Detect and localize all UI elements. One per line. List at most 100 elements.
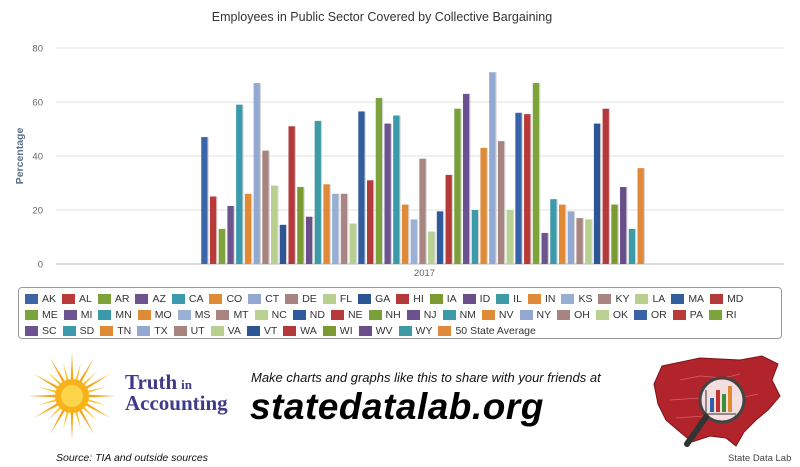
legend-item-me[interactable]: ME bbox=[25, 307, 58, 322]
legend-item-de[interactable]: DE bbox=[285, 291, 317, 306]
legend-item-ma[interactable]: MA bbox=[671, 291, 704, 306]
bar-az[interactable] bbox=[227, 205, 234, 264]
legend-item-ky[interactable]: KY bbox=[598, 291, 629, 306]
legend-item-al[interactable]: AL bbox=[62, 291, 92, 306]
bar-la[interactable] bbox=[349, 223, 356, 265]
legend-item-il[interactable]: IL bbox=[496, 291, 522, 306]
bar-wv[interactable] bbox=[620, 187, 627, 264]
bar-me[interactable] bbox=[375, 97, 383, 264]
legend-item-mi[interactable]: MI bbox=[63, 307, 92, 322]
legend-item-ak[interactable]: AK bbox=[25, 291, 56, 306]
bar-pa[interactable] bbox=[524, 114, 531, 265]
bar-wi[interactable] bbox=[611, 204, 618, 264]
legend-item-tx[interactable]: TX bbox=[137, 323, 168, 338]
bar-al[interactable] bbox=[209, 196, 217, 265]
legend-item-mn[interactable]: MN bbox=[98, 307, 132, 322]
bar-ia[interactable] bbox=[297, 187, 304, 264]
bar-nc[interactable] bbox=[428, 231, 435, 264]
bar-ne[interactable] bbox=[445, 174, 452, 264]
legend-item-wi[interactable]: WI bbox=[322, 323, 353, 338]
bar-sd[interactable] bbox=[550, 199, 557, 264]
bar-va[interactable] bbox=[585, 219, 592, 264]
bar-fl[interactable] bbox=[271, 185, 278, 264]
bar-ok[interactable] bbox=[506, 210, 513, 264]
legend-item-ny[interactable]: NY bbox=[519, 307, 551, 322]
legend-item-mo[interactable]: MO bbox=[137, 307, 172, 322]
bar-wy[interactable] bbox=[628, 228, 636, 264]
bar-ma[interactable] bbox=[358, 111, 365, 264]
legend-item-sc[interactable]: SC bbox=[25, 323, 57, 338]
bar-wa[interactable] bbox=[602, 108, 609, 264]
legend-item-pa[interactable]: PA bbox=[672, 307, 703, 322]
legend-item-ri[interactable]: RI bbox=[709, 307, 737, 322]
legend-item-ca[interactable]: CA bbox=[171, 291, 203, 306]
legend-item-wv[interactable]: WV bbox=[358, 323, 393, 338]
legend-item-nv[interactable]: NV bbox=[481, 307, 514, 322]
legend-item-nd[interactable]: ND bbox=[292, 307, 325, 322]
bar-id[interactable] bbox=[305, 216, 313, 264]
legend-item-la[interactable]: LA bbox=[635, 291, 665, 306]
legend-item-vt[interactable]: VT bbox=[246, 323, 277, 338]
legend-item-ks[interactable]: KS bbox=[561, 291, 592, 306]
legend-item-az[interactable]: AZ bbox=[135, 291, 166, 306]
legend-item-sd[interactable]: SD bbox=[62, 323, 94, 338]
bar-ri[interactable] bbox=[532, 83, 540, 264]
bar-ky[interactable] bbox=[340, 193, 348, 264]
bar-nv[interactable] bbox=[480, 147, 487, 264]
bar-mt[interactable] bbox=[419, 158, 426, 264]
bar-de[interactable] bbox=[262, 150, 269, 264]
bar-mi[interactable] bbox=[384, 123, 391, 264]
legend-item-oh[interactable]: OH bbox=[557, 307, 590, 322]
bar-ct[interactable] bbox=[253, 83, 260, 264]
bar-sc[interactable] bbox=[541, 232, 548, 264]
bar-ca[interactable] bbox=[236, 104, 243, 264]
legend-item-md[interactable]: MD bbox=[710, 291, 743, 306]
bar-ks[interactable] bbox=[332, 193, 339, 264]
bar-nh[interactable] bbox=[454, 108, 461, 264]
bar-ak[interactable] bbox=[201, 137, 208, 264]
legend-item-nj[interactable]: NJ bbox=[406, 307, 437, 322]
legend-item-hi[interactable]: HI bbox=[396, 291, 424, 306]
legend-item-id[interactable]: ID bbox=[462, 291, 490, 306]
legend-item-ut[interactable]: UT bbox=[173, 323, 205, 338]
bar-hi[interactable] bbox=[288, 126, 295, 264]
bar-nj[interactable] bbox=[462, 93, 470, 265]
legend-item-ms[interactable]: MS bbox=[177, 307, 210, 322]
bar-md[interactable] bbox=[367, 180, 374, 264]
legend-item-nm[interactable]: NM bbox=[442, 307, 476, 322]
legend-item-ok[interactable]: OK bbox=[595, 307, 628, 322]
bar-vt[interactable] bbox=[593, 123, 601, 264]
legend-item-co[interactable]: CO bbox=[209, 291, 242, 306]
bar-co[interactable] bbox=[244, 193, 252, 264]
legend-item-fl[interactable]: FL bbox=[322, 291, 352, 306]
legend-item-wa[interactable]: WA bbox=[283, 323, 317, 338]
legend-item-in[interactable]: IN bbox=[527, 291, 555, 306]
bar-oh[interactable] bbox=[497, 141, 505, 264]
legend-item-ct[interactable]: CT bbox=[248, 291, 279, 306]
bar-ny[interactable] bbox=[489, 72, 496, 264]
site-url[interactable]: statedatalab.org bbox=[250, 386, 544, 427]
bar-50-state-average[interactable] bbox=[637, 168, 644, 264]
bar-mn[interactable] bbox=[393, 115, 400, 265]
bar-tx[interactable] bbox=[567, 211, 574, 264]
bar-or[interactable] bbox=[515, 112, 522, 264]
bar-in[interactable] bbox=[323, 184, 330, 264]
bar-ut[interactable] bbox=[576, 218, 583, 264]
legend-item-va[interactable]: VA bbox=[210, 323, 241, 338]
bar-tn[interactable] bbox=[558, 204, 566, 264]
bar-mo[interactable] bbox=[401, 204, 409, 264]
legend-item-ne[interactable]: NE bbox=[330, 307, 363, 322]
bar-ar[interactable] bbox=[218, 228, 225, 264]
bar-nm[interactable] bbox=[471, 210, 478, 264]
legend-item-50-state-average[interactable]: 50 State Average bbox=[438, 323, 536, 338]
legend-item-ga[interactable]: GA bbox=[358, 291, 390, 306]
bar-nd[interactable] bbox=[436, 211, 444, 264]
legend-item-mt[interactable]: MT bbox=[216, 307, 249, 322]
legend-item-ar[interactable]: AR bbox=[97, 291, 129, 306]
bar-il[interactable] bbox=[314, 120, 321, 265]
legend-item-wy[interactable]: WY bbox=[398, 323, 432, 338]
legend-item-nc[interactable]: NC bbox=[254, 307, 287, 322]
legend-item-ia[interactable]: IA bbox=[429, 291, 457, 306]
legend-item-or[interactable]: OR bbox=[634, 307, 667, 322]
bar-ga[interactable] bbox=[279, 224, 287, 264]
